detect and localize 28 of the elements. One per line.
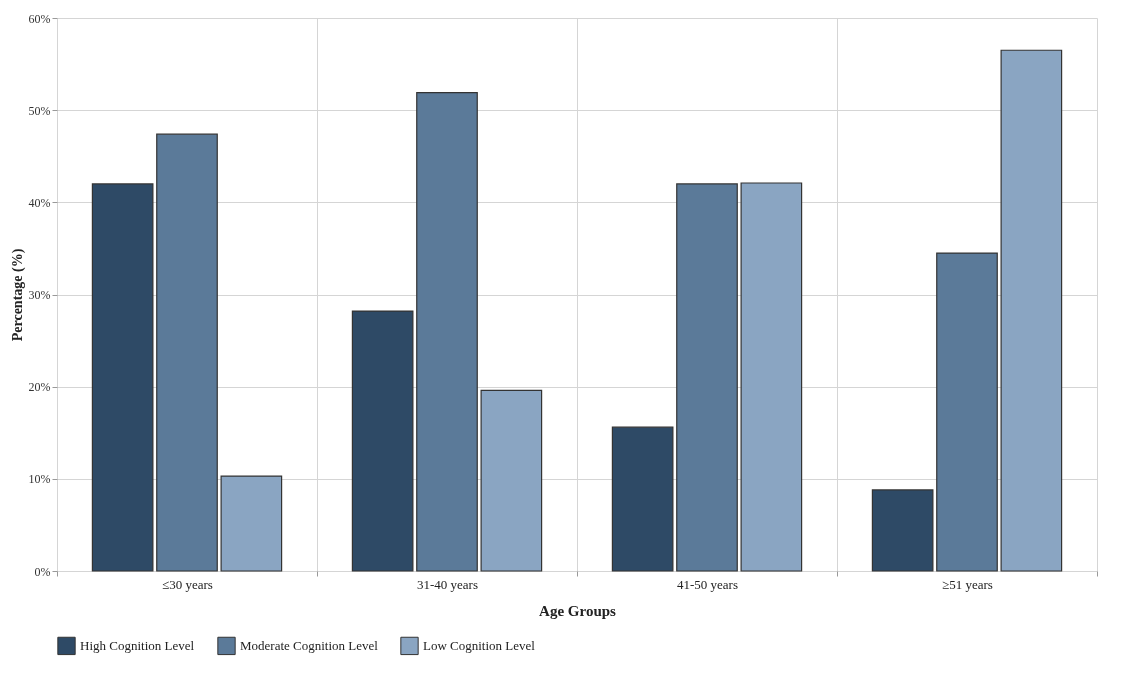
y-tick-label: 60% (28, 11, 51, 26)
legend-label: High Cognition Level (80, 637, 195, 653)
bar (1000, 49, 1063, 572)
bar (220, 475, 283, 572)
bar (416, 92, 478, 572)
legend-label: Low Cognition Level (423, 637, 536, 653)
x-tick-label: 41-50 years (676, 576, 739, 592)
y-axis-title: Percentage (%) (9, 248, 26, 342)
bar (351, 310, 414, 572)
y-tick-label: 50% (28, 103, 51, 118)
bar (871, 489, 934, 572)
bar (480, 389, 543, 572)
x-axis-title: Age Groups (539, 602, 617, 619)
x-tick-label: 31-40 years (416, 576, 479, 592)
x-tick-label: ≥51 years (942, 576, 993, 592)
y-tick-label: 30% (28, 288, 51, 302)
bar (91, 183, 154, 572)
y-tick-label: 10% (28, 472, 51, 487)
y-tick-label: 40% (28, 195, 51, 210)
bar (936, 252, 998, 572)
legend-label: Moderate Cognition Level (240, 637, 379, 653)
bar (156, 133, 218, 572)
y-tick-label: 0% (34, 564, 51, 579)
bar (611, 426, 674, 572)
bar (676, 183, 738, 572)
x-tick-label: ≤30 years (162, 576, 213, 592)
bar (740, 182, 803, 572)
y-tick-label: 20% (28, 380, 51, 395)
